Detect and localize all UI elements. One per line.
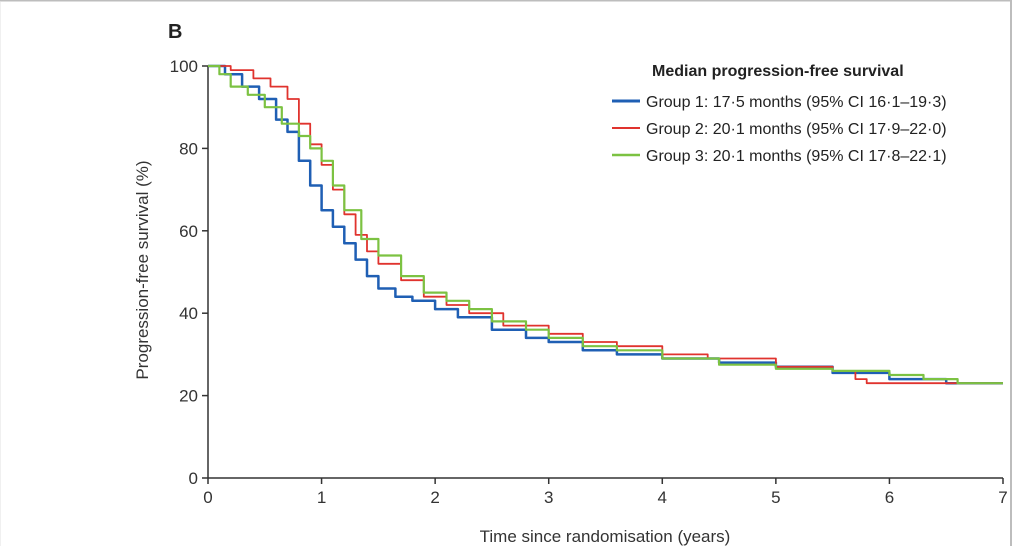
series-line-group-2 bbox=[208, 65, 1003, 385]
x-axis-title: Time since randomisation (years) bbox=[480, 527, 731, 546]
x-tick-label: 6 bbox=[885, 488, 894, 507]
y-axis-title: Progression-free survival (%) bbox=[133, 160, 152, 379]
series-line-group-1 bbox=[208, 64, 1003, 385]
legend: Median progression-free survival Group 1… bbox=[612, 63, 947, 165]
series-line-group-3 bbox=[208, 64, 1003, 385]
y-tick-label: 0 bbox=[189, 469, 198, 488]
y-tick-label: 80 bbox=[179, 139, 198, 158]
legend-label-group-1: Group 1: 17·5 months (95% CI 16·1–19·3) bbox=[646, 94, 947, 111]
x-tick-label: 1 bbox=[317, 488, 326, 507]
y-tick-label: 40 bbox=[179, 304, 198, 323]
x-tick-label: 3 bbox=[544, 488, 553, 507]
y-tick-label: 60 bbox=[179, 222, 198, 241]
x-tick-label: 5 bbox=[771, 488, 780, 507]
legend-label-group-3: Group 3: 20·1 months (95% CI 17·8–22·1) bbox=[646, 148, 947, 165]
y-tick-label: 100 bbox=[170, 57, 198, 76]
legend-label-group-2: Group 2: 20·1 months (95% CI 17·9–22·0) bbox=[646, 121, 947, 138]
x-tick-label: 7 bbox=[998, 488, 1007, 507]
x-tick-label: 0 bbox=[203, 488, 212, 507]
survival-curves bbox=[208, 64, 1003, 385]
panel-label: B bbox=[168, 21, 182, 43]
legend-title: Median progression-free survival bbox=[652, 63, 904, 80]
x-tick-label: 2 bbox=[430, 488, 439, 507]
y-tick-label: 20 bbox=[179, 387, 198, 406]
axis-ticks: 0 1 2 3 4 5 6 7 0 20 40 60 80 100 bbox=[170, 57, 1008, 507]
x-tick-label: 4 bbox=[658, 488, 667, 507]
